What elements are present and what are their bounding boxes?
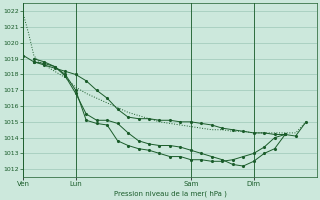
X-axis label: Pression niveau de la mer( hPa ): Pression niveau de la mer( hPa ) — [114, 190, 226, 197]
